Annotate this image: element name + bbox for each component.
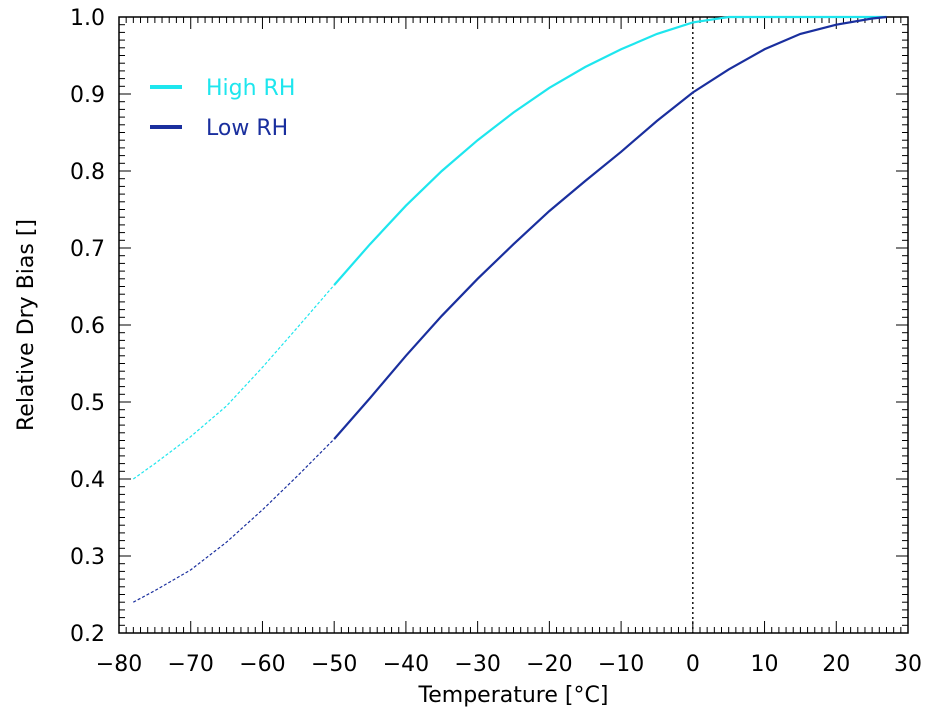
x-tick-label: −40 [383, 652, 429, 677]
legend-label: High RH [206, 76, 295, 101]
major-ticks [118, 16, 909, 634]
y-tick-label: 0.5 [70, 391, 105, 416]
series-line-0 [333, 15, 887, 286]
y-tick-label: 0.4 [70, 468, 105, 493]
x-tick-label: 30 [894, 652, 922, 677]
x-axis-title: Temperature [°C] [418, 683, 609, 708]
series-line-dashed-0 [132, 284, 335, 480]
y-axis-title: Relative Dry Bias [] [14, 219, 39, 431]
x-tick-label: −60 [239, 652, 285, 677]
legend: High RH Low RH [150, 76, 295, 141]
x-tick-label: −50 [311, 652, 357, 677]
x-tick-label: −30 [454, 652, 500, 677]
y-tick-label: 1.0 [70, 6, 105, 31]
x-tick-label: 20 [822, 652, 850, 677]
y-tick-label: 0.3 [70, 545, 105, 570]
x-tick-label: −80 [96, 652, 142, 677]
x-tick-label: −20 [526, 652, 572, 677]
x-tick-labels: −80 −70 −60 −50 −40 −30 −20 −10 0 10 20 30 [96, 652, 922, 677]
minor-ticks [119, 17, 908, 633]
y-tick-label: 0.8 [70, 160, 105, 185]
y-tick-label: 0.9 [70, 83, 105, 108]
series-line-1 [333, 15, 887, 440]
x-tick-label: −10 [598, 652, 644, 677]
x-tick-label: 0 [686, 652, 700, 677]
y-tick-label: 0.2 [70, 622, 105, 647]
y-tick-label: 0.6 [70, 314, 105, 339]
x-tick-label: 10 [751, 652, 779, 677]
legend-label: Low RH [206, 116, 288, 141]
x-tick-label: −70 [168, 652, 214, 677]
y-tick-label: 0.7 [70, 237, 105, 262]
plot-frame [118, 16, 909, 634]
series-line-dashed-1 [133, 438, 335, 603]
series-group [132, 15, 887, 603]
y-tick-labels: 0.2 0.3 0.4 0.5 0.6 0.7 0.8 0.9 1.0 [70, 6, 105, 647]
